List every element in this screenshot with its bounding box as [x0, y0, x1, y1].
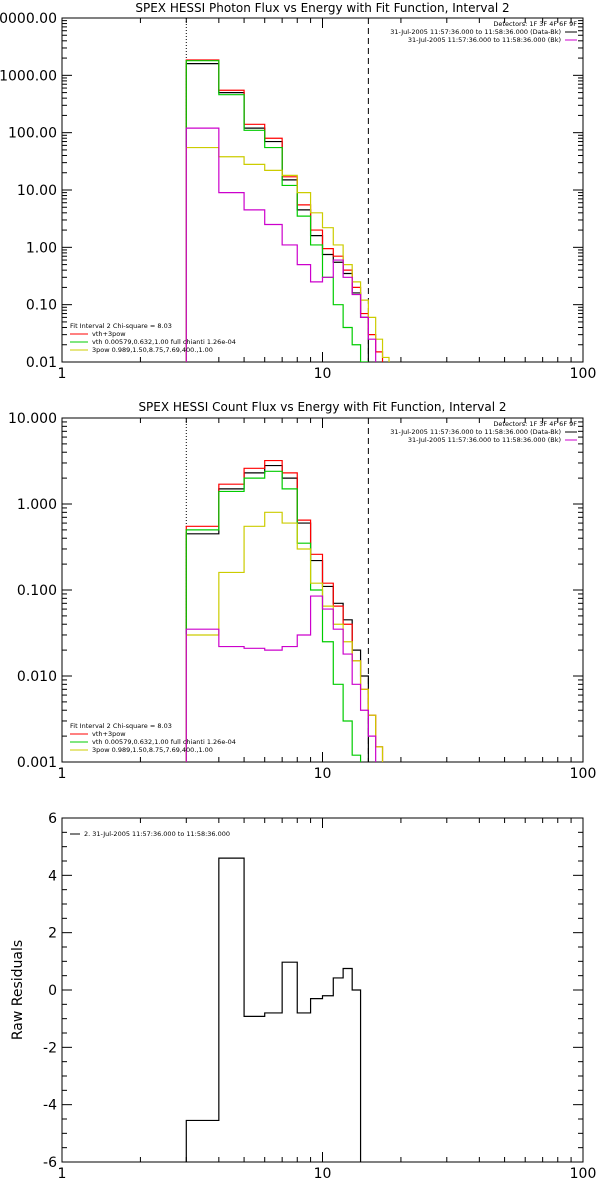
x-tick-label: 10	[314, 1166, 332, 1182]
y-tick-label: 10.000	[8, 411, 57, 427]
y-tick-label: -6	[43, 1155, 57, 1171]
detectors-label: Detectors: 1F 3F 4F 6F 9F	[493, 20, 577, 28]
y-tick-label: 0000.00	[0, 11, 57, 27]
y-tick-label: 1.000	[17, 497, 57, 513]
series-group	[185, 857, 362, 1162]
plot-frame	[61, 17, 584, 363]
chart-panel-2: SPEX HESSI Count Flux vs Energy with Fit…	[8, 400, 596, 782]
series-group	[185, 459, 384, 762]
series-line-4	[185, 146, 390, 362]
series-line-4	[185, 511, 384, 762]
chart-panel-1: SPEX HESSI Photon Flux vs Energy with Fi…	[0, 1, 596, 382]
legend-entry: 2. 31-Jul-2005 11:57:36.000 to 11:58:36.…	[84, 830, 230, 838]
chart-panel-3: 1 10 100 -6 -4 -2 0 2 4 6 Raw Residuals 2. 31-Jul-2…	[10, 811, 596, 1182]
series-line-1	[185, 63, 369, 362]
y-tick-label: -4	[43, 1098, 57, 1114]
plot-frame	[61, 817, 584, 1163]
y-tick-label: 100.00	[8, 126, 57, 142]
y-tick-label: 0.001	[17, 755, 57, 771]
y-tick-label: 0.01	[26, 355, 57, 371]
fit-legend-entry: vth 0.00579,0.632,1.00 full chianti 1.26…	[92, 338, 236, 346]
y-axis-label: Raw Residuals	[10, 940, 26, 1040]
series-line-5	[185, 595, 377, 762]
y-tick-label: 1000.00	[0, 68, 57, 84]
y-tick-label: 4	[48, 868, 57, 884]
legend-entry: 31-Jul-2005 11:57:36.000 to 11:58:36.000…	[390, 28, 561, 36]
fit-legend-entry: 3pow 0.989,1.50,8.75,7.69,400.,1.00	[92, 346, 213, 354]
x-tick-label: 1	[58, 366, 67, 382]
series-line-3	[185, 60, 369, 362]
detectors-label: Detectors: 1F 3F 4F 6F 9F	[493, 420, 577, 428]
y-tick-label: -2	[43, 1040, 57, 1056]
series-line-2	[185, 459, 384, 762]
legend-entry: 31-Jul-2005 11:57:36.000 to 11:58:36.000…	[390, 428, 561, 436]
legend-entry: 31-Jul-2005 11:57:36.000 to 11:58:36.000…	[408, 436, 561, 444]
x-tick-label: 100	[570, 766, 597, 782]
legend-entry: 31-Jul-2005 11:57:36.000 to 11:58:36.000…	[408, 36, 561, 44]
series-line-1	[185, 857, 362, 1162]
series-group	[185, 59, 390, 362]
fit-legend-entry: vth+3pow	[92, 730, 126, 738]
series-line-1	[185, 464, 369, 762]
series-line-5	[185, 127, 377, 362]
y-tick-label: 2	[48, 926, 57, 942]
x-tick-label: 100	[570, 366, 597, 382]
series-line-3	[185, 470, 362, 762]
y-tick-label: 6	[48, 811, 57, 827]
y-tick-label: 0.10	[26, 298, 57, 314]
x-tick-label: 10	[314, 766, 332, 782]
series-line-2	[185, 59, 384, 362]
y-tick-label: 0.010	[17, 669, 57, 685]
x-tick-label: 1	[58, 1166, 67, 1182]
y-tick-label: 0	[48, 983, 57, 999]
y-tick-label: 10.00	[17, 183, 57, 199]
fit-legend-entry: vth 0.00579,0.632,1.00 full chianti 1.26…	[92, 738, 236, 746]
y-tick-label: 1.00	[26, 240, 57, 256]
chart-title: SPEX HESSI Photon Flux vs Energy with Fi…	[135, 1, 509, 15]
fit-legend-title: Fit Interval 2 Chi-square = 8.03	[70, 722, 172, 730]
chart-title: SPEX HESSI Count Flux vs Energy with Fit…	[138, 400, 506, 414]
x-tick-label: 1	[58, 766, 67, 782]
y-tick-label: 0.100	[17, 583, 57, 599]
x-tick-label: 10	[314, 366, 332, 382]
fit-legend-entry: 3pow 0.989,1.50,8.75,7.69,400.,1.00	[92, 746, 213, 754]
x-tick-label: 100	[570, 1166, 597, 1182]
fit-legend-title: Fit Interval 2 Chi-square = 8.03	[70, 322, 172, 330]
fit-legend-entry: vth+3pow	[92, 330, 126, 338]
